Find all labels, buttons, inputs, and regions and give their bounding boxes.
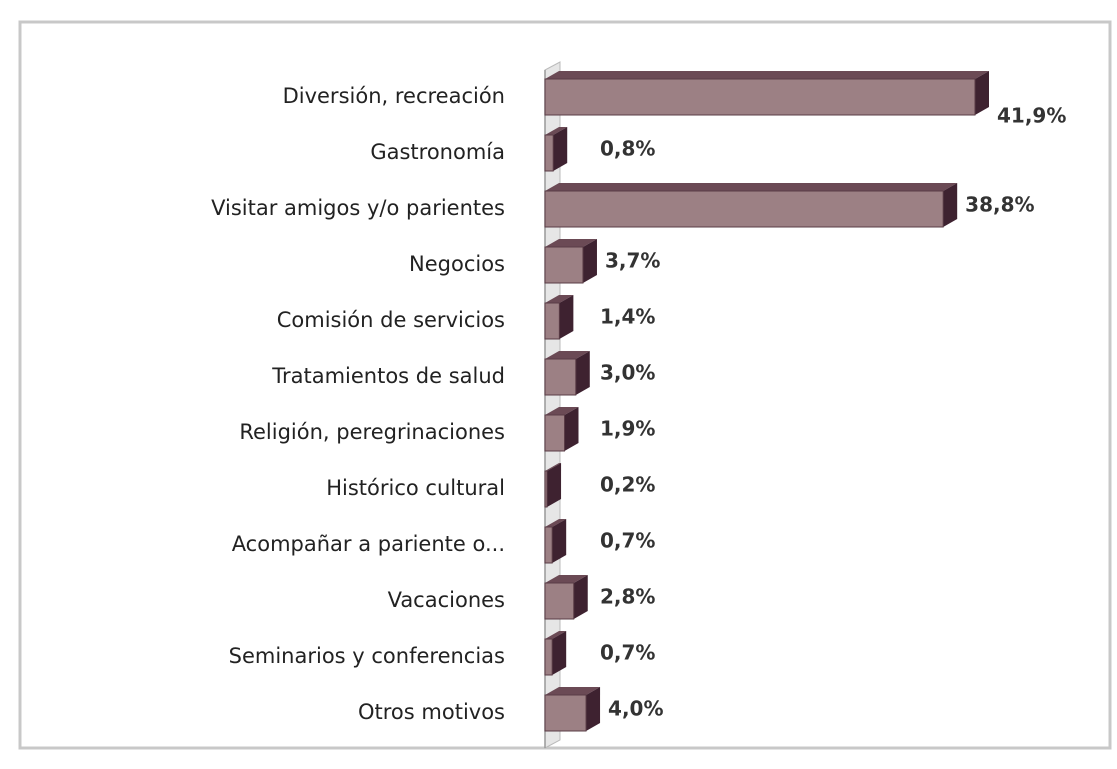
bar-front bbox=[544, 470, 548, 508]
bar-side bbox=[573, 575, 588, 619]
bar-front bbox=[544, 526, 553, 564]
bar-side bbox=[975, 71, 989, 115]
bar-front bbox=[544, 582, 575, 620]
bar-top bbox=[545, 71, 989, 79]
bar-side bbox=[943, 183, 958, 227]
bar-side bbox=[547, 463, 562, 507]
bar-top bbox=[545, 239, 597, 247]
category-label: Seminarios y conferencias bbox=[229, 644, 505, 668]
bar-front bbox=[544, 78, 976, 116]
category-label: Gastronomía bbox=[370, 140, 505, 164]
bar bbox=[544, 71, 989, 116]
category-label: Otros motivos bbox=[358, 700, 505, 724]
category-label: Acompañar a pariente o... bbox=[232, 532, 505, 556]
bar-side bbox=[582, 239, 597, 283]
category-label: Religión, peregrinaciones bbox=[239, 420, 505, 444]
bar-top bbox=[545, 519, 567, 527]
bar bbox=[544, 575, 588, 620]
bar-front bbox=[544, 358, 577, 396]
bar-side bbox=[575, 351, 590, 395]
bar bbox=[544, 463, 562, 508]
bar bbox=[544, 127, 568, 172]
bar-top bbox=[545, 183, 958, 191]
bar-front bbox=[544, 302, 560, 340]
data-label: 41,9% bbox=[997, 104, 1066, 128]
data-label: 2,8% bbox=[600, 585, 655, 609]
bar-side bbox=[552, 519, 567, 563]
bar-front bbox=[544, 190, 944, 228]
bar-side bbox=[586, 687, 601, 731]
bar-side bbox=[564, 407, 579, 451]
category-label: Diversión, recreación bbox=[283, 84, 505, 108]
bar-top bbox=[545, 351, 590, 359]
bar-front bbox=[544, 134, 554, 172]
bar bbox=[544, 407, 579, 452]
data-label: 1,9% bbox=[600, 417, 655, 441]
bar bbox=[544, 295, 574, 340]
data-label: 0,7% bbox=[600, 529, 655, 553]
bar-top bbox=[545, 407, 579, 415]
bar bbox=[544, 631, 567, 676]
category-label: Vacaciones bbox=[388, 588, 505, 612]
bar-side bbox=[559, 295, 574, 339]
category-label: Histórico cultural bbox=[326, 476, 505, 500]
bar-front bbox=[544, 246, 584, 284]
bar-top bbox=[545, 127, 568, 135]
bar bbox=[544, 183, 958, 228]
data-label: 0,7% bbox=[600, 641, 655, 665]
bar bbox=[544, 239, 597, 284]
data-label: 0,8% bbox=[600, 137, 655, 161]
category-label: Tratamientos de salud bbox=[271, 364, 505, 388]
data-label: 3,0% bbox=[600, 361, 655, 385]
bar-side bbox=[553, 127, 568, 171]
category-label: Negocios bbox=[409, 252, 505, 276]
bar-top bbox=[545, 295, 574, 303]
bar-top bbox=[545, 575, 588, 583]
bar-front bbox=[544, 694, 587, 732]
bar-front bbox=[544, 414, 565, 452]
data-label: 3,7% bbox=[605, 249, 660, 273]
bar-top bbox=[545, 631, 567, 639]
bar bbox=[544, 351, 590, 396]
bar bbox=[544, 687, 601, 732]
bar-front bbox=[544, 638, 553, 676]
category-label: Comisión de servicios bbox=[277, 308, 505, 332]
category-label: Visitar amigos y/o parientes bbox=[211, 196, 505, 220]
data-label: 1,4% bbox=[600, 305, 655, 329]
bar-top bbox=[545, 687, 601, 695]
data-label: 0,2% bbox=[600, 473, 655, 497]
bar-top bbox=[545, 463, 562, 471]
bar bbox=[544, 519, 567, 564]
bar-side bbox=[552, 631, 567, 675]
data-label: 4,0% bbox=[608, 697, 663, 721]
data-label: 38,8% bbox=[965, 193, 1034, 217]
